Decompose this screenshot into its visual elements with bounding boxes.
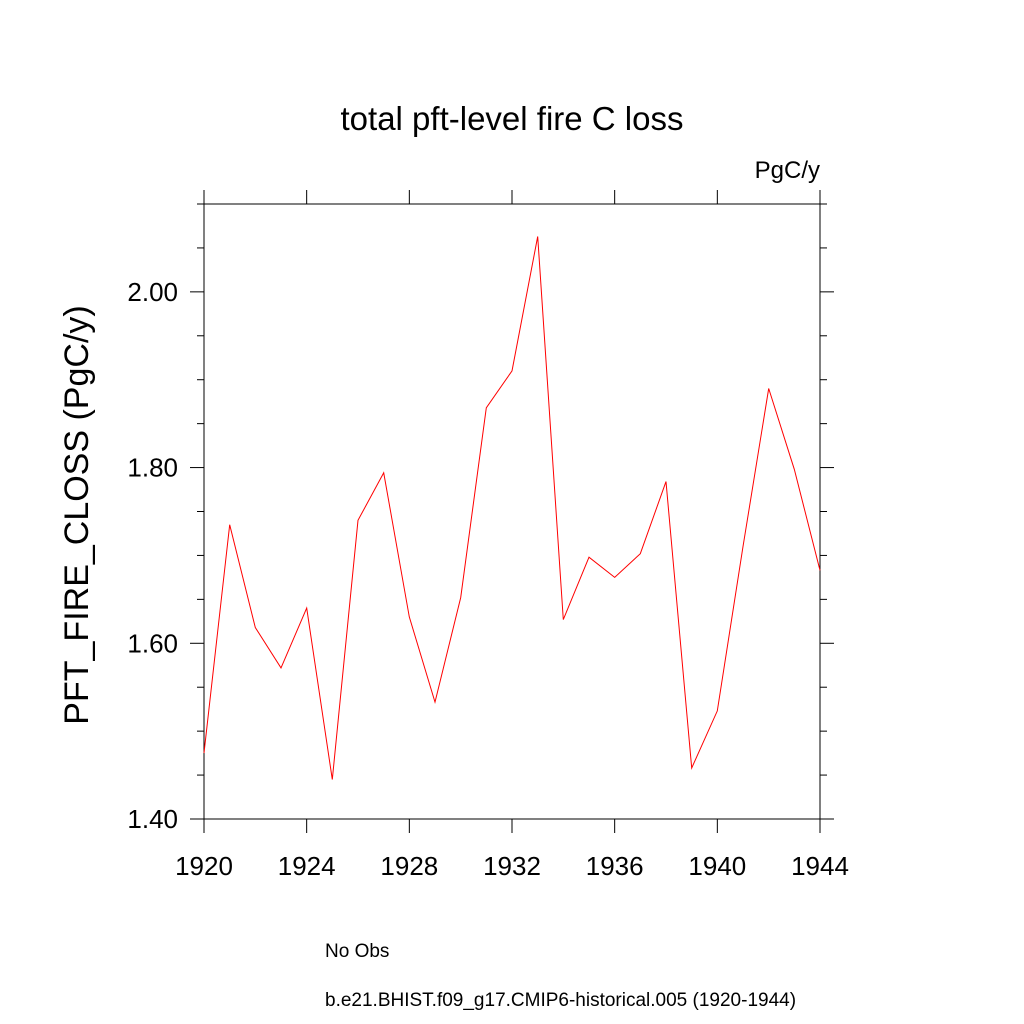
legend-label-model: b.e21.BHIST.f09_g17.CMIP6-historical.005… bbox=[325, 990, 797, 1011]
chart-title: total pft-level fire C loss bbox=[340, 100, 684, 137]
y-tick-label: 2.00 bbox=[127, 277, 178, 307]
x-tick-label: 1936 bbox=[586, 851, 644, 881]
plot-frame bbox=[203, 203, 821, 820]
x-tick-label: 1940 bbox=[688, 851, 746, 881]
x-tick-label: 1924 bbox=[278, 851, 336, 881]
series-line bbox=[203, 236, 821, 780]
units-label: PgC/y bbox=[754, 157, 820, 184]
y-tick-label: 1.40 bbox=[127, 804, 178, 834]
y-tick-label: 1.80 bbox=[127, 453, 178, 483]
x-tick-label: 1928 bbox=[380, 851, 438, 881]
x-tick-label: 1920 bbox=[175, 851, 233, 881]
y-axis-label: PFT_FIRE_CLOSS (PgC/y) bbox=[58, 305, 96, 724]
series-layer bbox=[203, 236, 821, 780]
x-tick-label: 1944 bbox=[791, 851, 849, 881]
y-tick-label: 1.60 bbox=[127, 628, 178, 658]
legend-item-no-obs: No Obs bbox=[183, 940, 389, 964]
legend-label-no-obs: No Obs bbox=[325, 941, 390, 962]
legend-item-model: b.e21.BHIST.f09_g17.CMIP6-historical.005… bbox=[183, 989, 796, 1013]
x-tick-label: 1932 bbox=[483, 851, 541, 881]
axes: 1920 1924 1928 1932 1936 1940 1944 1.40 1.60 1.80… bbox=[127, 190, 849, 881]
